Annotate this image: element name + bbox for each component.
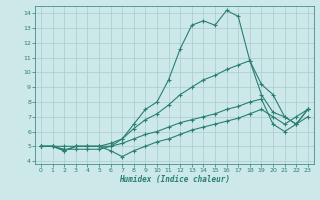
X-axis label: Humidex (Indice chaleur): Humidex (Indice chaleur) <box>119 175 230 184</box>
